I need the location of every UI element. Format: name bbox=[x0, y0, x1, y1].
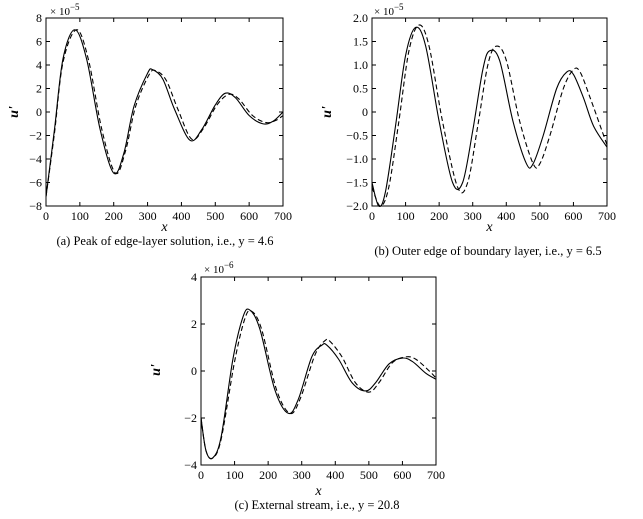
x-axis-label: x bbox=[485, 220, 493, 235]
y-tick-label: 2 bbox=[191, 317, 197, 331]
x-tick-label: 100 bbox=[226, 468, 244, 482]
axis-multiplier-exponent: −5 bbox=[394, 2, 404, 12]
x-axis-label: x bbox=[160, 220, 168, 235]
series-line-solid bbox=[371, 26, 608, 207]
y-tick-label: −8 bbox=[29, 199, 42, 213]
panel-caption: (b) Outer edge of boundary layer, i.e., … bbox=[374, 244, 601, 258]
axis-multiplier-exponent: −5 bbox=[70, 2, 80, 12]
y-tick-label: 1.0 bbox=[353, 58, 368, 72]
x-tick-label: 700 bbox=[598, 209, 616, 223]
axis-multiplier-exponent: −6 bbox=[224, 260, 234, 270]
plot-frame bbox=[45, 17, 284, 207]
y-tick-label: 1.5 bbox=[353, 35, 368, 49]
x-tick-label: 500 bbox=[360, 468, 378, 482]
x-tick-label: 400 bbox=[172, 209, 190, 223]
y-tick-label: 2 bbox=[36, 82, 42, 96]
plot-frame bbox=[200, 276, 437, 466]
panel-caption: (a) Peak of edge-layer solution, i.e., y… bbox=[56, 234, 273, 248]
panel-caption: (c) External stream, i.e., y = 20.8 bbox=[235, 498, 400, 512]
series-line-solid bbox=[45, 29, 284, 197]
x-tick-label: 400 bbox=[326, 468, 344, 482]
axis-multiplier: × 10−5 bbox=[50, 2, 80, 18]
axis-multiplier: × 10−5 bbox=[374, 2, 404, 18]
y-tick-label: 0 bbox=[191, 364, 197, 378]
series-line-dashed bbox=[200, 309, 437, 460]
y-tick-label: 4 bbox=[191, 270, 197, 284]
x-tick-label: 700 bbox=[274, 209, 292, 223]
x-tick-label: 600 bbox=[393, 468, 411, 482]
y-tick-label: −0.5 bbox=[346, 129, 368, 143]
x-tick-label: 400 bbox=[497, 209, 515, 223]
y-tick-label: −2 bbox=[29, 129, 42, 143]
y-axis-label: u' bbox=[320, 106, 335, 118]
x-axis-label: x bbox=[314, 484, 322, 499]
y-axis-label: u' bbox=[149, 364, 164, 376]
axis-multiplier: × 10−6 bbox=[204, 260, 234, 276]
y-axis-label: u' bbox=[7, 106, 22, 118]
y-tick-label: 0.5 bbox=[353, 82, 368, 96]
x-tick-label: 100 bbox=[71, 209, 89, 223]
x-tick-label: 500 bbox=[531, 209, 549, 223]
x-tick-label: 0 bbox=[43, 209, 49, 223]
series-line-dashed bbox=[371, 24, 608, 207]
x-tick-label: 200 bbox=[430, 209, 448, 223]
x-tick-label: 0 bbox=[198, 468, 204, 482]
chart-panel-2: 0 100 200 300 400 500 600 700 −4 −2 0 2 4 × 10−6 x u' (c… bbox=[149, 260, 445, 512]
x-tick-label: 100 bbox=[397, 209, 415, 223]
x-tick-label: 300 bbox=[139, 209, 157, 223]
x-tick-label: 300 bbox=[293, 468, 311, 482]
y-tick-label: 0 bbox=[36, 105, 42, 119]
y-tick-label: −2.0 bbox=[346, 199, 368, 213]
y-tick-label: −1.0 bbox=[346, 152, 368, 166]
y-tick-label: −1.5 bbox=[346, 176, 368, 190]
y-tick-label: 6 bbox=[36, 35, 42, 49]
series-line-dashed bbox=[45, 29, 284, 197]
x-tick-label: 200 bbox=[259, 468, 277, 482]
x-tick-label: 200 bbox=[105, 209, 123, 223]
y-tick-label: −4 bbox=[29, 152, 42, 166]
y-tick-label: 0 bbox=[362, 105, 368, 119]
x-tick-label: 600 bbox=[564, 209, 582, 223]
x-tick-label: 0 bbox=[369, 209, 375, 223]
series-line-solid bbox=[200, 308, 437, 460]
y-tick-label: 4 bbox=[36, 58, 42, 72]
y-tick-label: −4 bbox=[184, 458, 197, 472]
x-tick-label: 700 bbox=[427, 468, 445, 482]
y-tick-label: −2 bbox=[184, 411, 197, 425]
chart-panel-0: 0 100 200 300 400 500 600 700 −8 −6 −4 −2 0 2 4 6 8 × 10−… bbox=[7, 2, 292, 248]
y-tick-label: −6 bbox=[29, 176, 42, 190]
chart-panel-1: 0 100 200 300 400 500 600 700 −2.0 −1.5 −1.0 −0.5 0 0… bbox=[320, 2, 616, 258]
x-tick-label: 300 bbox=[464, 209, 482, 223]
x-tick-label: 500 bbox=[206, 209, 224, 223]
y-tick-label: 8 bbox=[36, 11, 42, 25]
x-tick-label: 600 bbox=[240, 209, 258, 223]
y-tick-label: 2.0 bbox=[353, 11, 368, 25]
